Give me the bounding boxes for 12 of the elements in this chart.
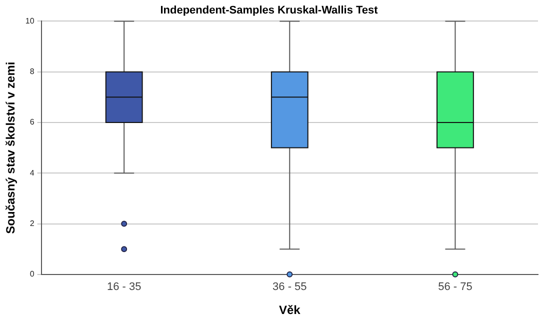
y-axis-title: Současný stav školství v zemi	[4, 62, 18, 234]
y-tick-label: 2	[30, 218, 35, 228]
x-tick-label: 16 - 35	[106, 281, 142, 294]
y-tick-label: 6	[30, 118, 35, 127]
y-tick-label: 8	[30, 67, 35, 76]
x-tick-label: 36 - 55	[272, 281, 307, 294]
y-tick-label: 10	[25, 16, 35, 26]
y-tick-label: 4	[30, 168, 35, 178]
x-axis-title: Věk	[278, 303, 301, 318]
chart-title: Independent-Samples Kruskal-Wallis Test	[160, 4, 378, 17]
x-tick-label: 56 - 75	[438, 281, 472, 294]
y-tick-label: 0	[30, 270, 35, 279]
